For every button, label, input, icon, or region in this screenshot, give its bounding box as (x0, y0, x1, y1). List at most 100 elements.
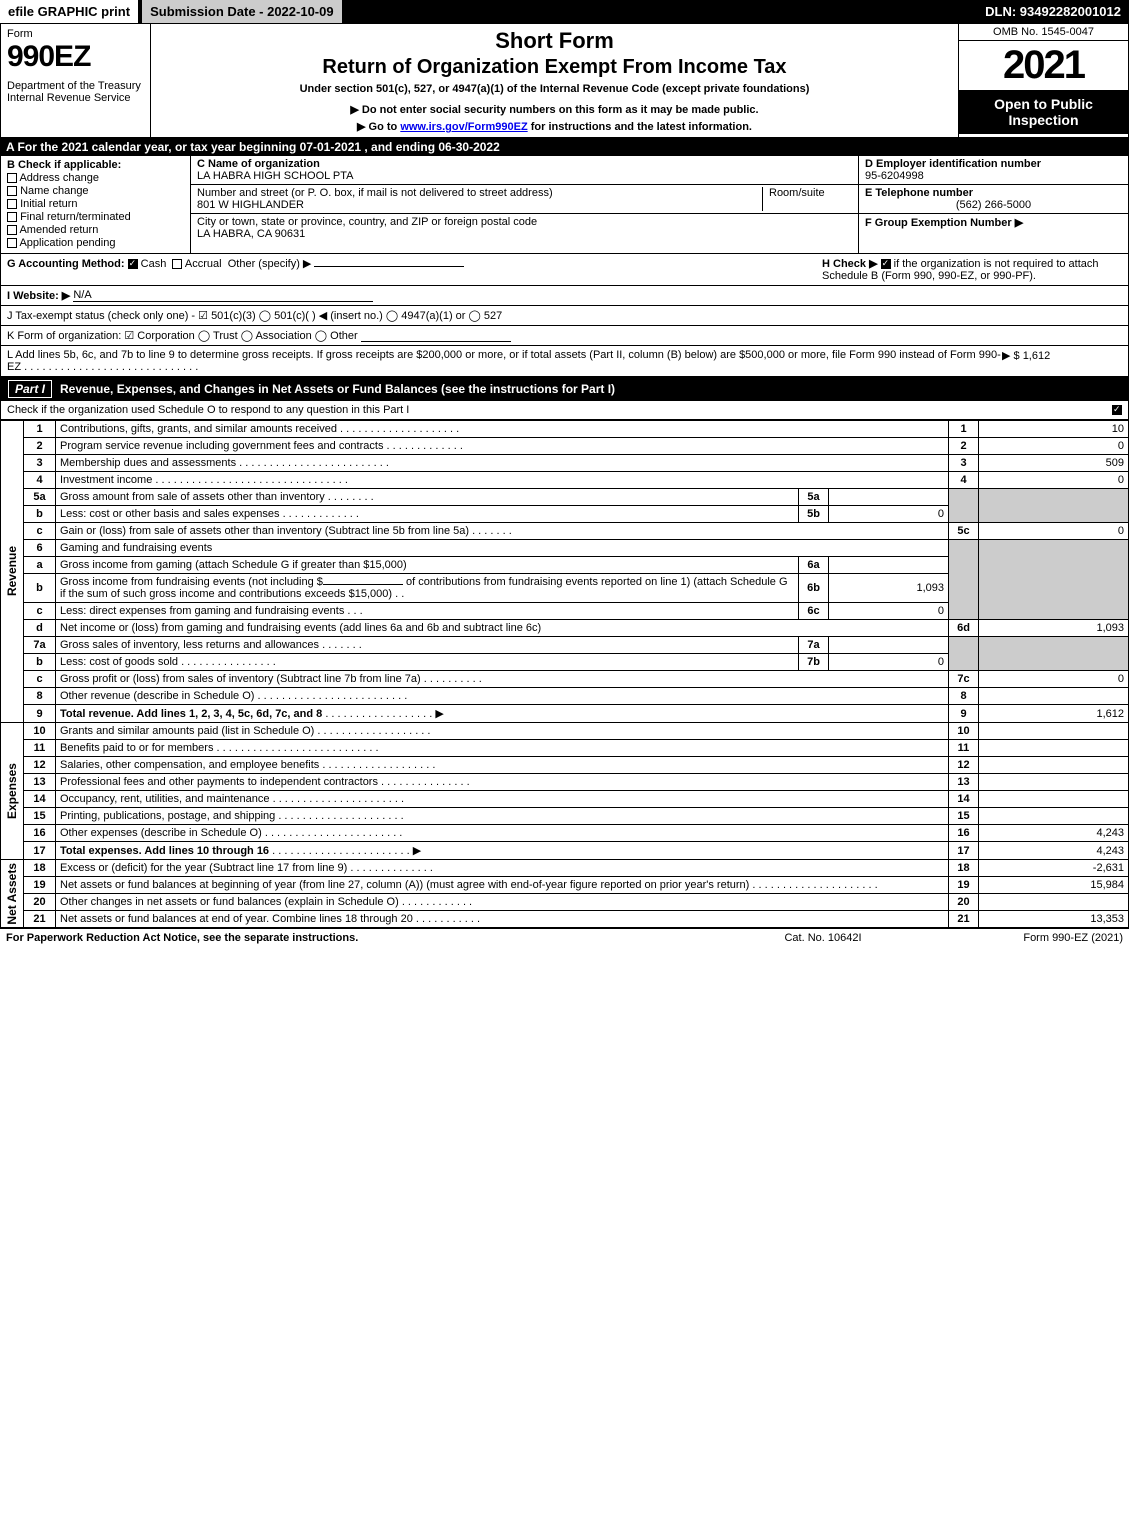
f-group-label: F Group Exemption Number ▶ (865, 217, 1023, 229)
line-6d-desc: Net income or (loss) from gaming and fun… (56, 620, 949, 637)
open-to-public: Open to Public Inspection (959, 90, 1128, 134)
line-7c-val: 0 (979, 671, 1129, 688)
line-6b-val: 1,093 (829, 574, 949, 603)
i-label: I Website: ▶ (7, 289, 70, 302)
header-right: OMB No. 1545-0047 2021 Open to Public In… (958, 24, 1128, 137)
page-footer: For Paperwork Reduction Act Notice, see … (0, 928, 1129, 947)
line-20-val (979, 894, 1129, 911)
line-5a-desc: Gross amount from sale of assets other t… (56, 489, 799, 506)
b-label: B Check if applicable: (7, 159, 184, 171)
under-section-text: Under section 501(c), 527, or 4947(a)(1)… (159, 83, 950, 95)
line-2-val: 0 (979, 438, 1129, 455)
line-7b-val: 0 (829, 654, 949, 671)
goto-pre: ▶ Go to (357, 121, 400, 133)
line-7b-desc: Less: cost of goods sold . . . . . . . .… (56, 654, 799, 671)
org-name: LA HABRA HIGH SCHOOL PTA (197, 170, 852, 182)
row-l: L Add lines 5b, 6c, and 7b to line 9 to … (0, 346, 1129, 377)
cat-no: Cat. No. 10642I (723, 932, 923, 944)
chk-amended-return[interactable]: Amended return (7, 224, 184, 236)
line-15-val (979, 808, 1129, 825)
part-i-sub: Check if the organization used Schedule … (0, 401, 1129, 420)
line-21-val: 13,353 (979, 911, 1129, 928)
line-19-val: 15,984 (979, 877, 1129, 894)
h-block: H Check ▶ if the organization is not req… (822, 257, 1122, 282)
part-i-header: Part I Revenue, Expenses, and Changes in… (0, 377, 1129, 401)
line-6a-val (829, 557, 949, 574)
tax-year: 2021 (959, 41, 1128, 90)
line-6d-val: 1,093 (979, 620, 1129, 637)
line-6a-desc: Gross income from gaming (attach Schedul… (56, 557, 799, 574)
line-11-val (979, 740, 1129, 757)
goto-text: ▶ Go to www.irs.gov/Form990EZ for instru… (159, 120, 950, 133)
line-21-desc: Net assets or fund balances at end of ye… (56, 911, 949, 928)
chk-accrual[interactable] (172, 259, 182, 269)
line-17-desc: Total expenses. Add lines 10 through 16 … (56, 842, 949, 860)
irs-link[interactable]: www.irs.gov/Form990EZ (400, 121, 527, 133)
header-left: Form 990EZ Department of the Treasury In… (1, 24, 151, 137)
line-8-desc: Other revenue (describe in Schedule O) .… (56, 688, 949, 705)
line-1-desc: Contributions, gifts, grants, and simila… (56, 421, 949, 438)
line-16-desc: Other expenses (describe in Schedule O) … (56, 825, 949, 842)
line-5c-val: 0 (979, 523, 1129, 540)
line-11-desc: Benefits paid to or for members . . . . … (56, 740, 949, 757)
chk-cash[interactable] (128, 259, 138, 269)
lines-table: Revenue 1 Contributions, gifts, grants, … (0, 420, 1129, 928)
line-16-val: 4,243 (979, 825, 1129, 842)
ein-value: 95-6204998 (865, 170, 924, 182)
line-13-desc: Professional fees and other payments to … (56, 774, 949, 791)
goto-post: for instructions and the latest informat… (528, 121, 752, 133)
department-label: Department of the Treasury Internal Reve… (7, 80, 144, 104)
other-specify: Other (specify) ▶ (228, 258, 312, 270)
form-number: 990EZ (7, 40, 144, 74)
e-tel-label: E Telephone number (865, 187, 973, 199)
chk-address-change[interactable]: Address change (7, 172, 184, 184)
k-text: K Form of organization: ☑ Corporation ◯ … (7, 329, 358, 342)
row-g-h: G Accounting Method: Cash Accrual Other … (0, 254, 1129, 286)
d-ein-label: D Employer identification number (865, 158, 1041, 170)
line-3-val: 509 (979, 455, 1129, 472)
line-10-desc: Grants and similar amounts paid (list in… (56, 723, 949, 740)
line-18-desc: Excess or (deficit) for the year (Subtra… (56, 860, 949, 877)
part-tag: Part I (8, 380, 52, 398)
form-990ez-page: efile GRAPHIC print Submission Date - 20… (0, 0, 1129, 947)
short-form-title: Short Form (159, 28, 950, 54)
chk-schedule-o[interactable] (1112, 405, 1122, 415)
top-bar: efile GRAPHIC print Submission Date - 20… (0, 0, 1129, 23)
line-14-val (979, 791, 1129, 808)
line-6-desc: Gaming and fundraising events (56, 540, 949, 557)
form-id-footer: Form 990-EZ (2021) (923, 932, 1123, 944)
line-18-val: -2,631 (979, 860, 1129, 877)
line-3-desc: Membership dues and assessments . . . . … (56, 455, 949, 472)
section-c: C Name of organization LA HABRA HIGH SCH… (191, 156, 858, 253)
c-name-label: C Name of organization (197, 158, 852, 170)
efile-print-button[interactable]: efile GRAPHIC print (0, 0, 138, 23)
netassets-section-label: Net Assets (1, 860, 24, 928)
chk-application-pending[interactable]: Application pending (7, 237, 184, 249)
section-b: B Check if applicable: Address change Na… (1, 156, 191, 253)
chk-name-change[interactable]: Name change (7, 185, 184, 197)
line-7a-val (829, 637, 949, 654)
row-i: I Website: ▶ N/A (0, 286, 1129, 306)
chk-initial-return[interactable]: Initial return (7, 198, 184, 210)
dln: DLN: 93492282001012 (977, 0, 1129, 23)
omb-number: OMB No. 1545-0047 (959, 24, 1128, 41)
expenses-section-label: Expenses (1, 723, 24, 860)
line-9-desc: Total revenue. Add lines 1, 2, 3, 4, 5c,… (56, 705, 949, 723)
line-8-val (979, 688, 1129, 705)
line-7c-desc: Gross profit or (loss) from sales of inv… (56, 671, 949, 688)
line-10-val (979, 723, 1129, 740)
line-15-desc: Printing, publications, postage, and shi… (56, 808, 949, 825)
c-addr-label: Number and street (or P. O. box, if mail… (197, 187, 762, 199)
website-value: N/A (73, 289, 373, 302)
line-4-desc: Investment income . . . . . . . . . . . … (56, 472, 949, 489)
chk-final-return[interactable]: Final return/terminated (7, 211, 184, 223)
line-6c-val: 0 (829, 603, 949, 620)
revenue-section-label: Revenue (1, 421, 24, 723)
return-title: Return of Organization Exempt From Incom… (159, 56, 950, 79)
line-4-val: 0 (979, 472, 1129, 489)
row-a-tax-year: A For the 2021 calendar year, or tax yea… (0, 138, 1129, 156)
form-header: Form 990EZ Department of the Treasury In… (0, 23, 1129, 138)
chk-schedule-b[interactable] (881, 259, 891, 269)
line-2-desc: Program service revenue including govern… (56, 438, 949, 455)
form-label: Form (7, 28, 144, 40)
